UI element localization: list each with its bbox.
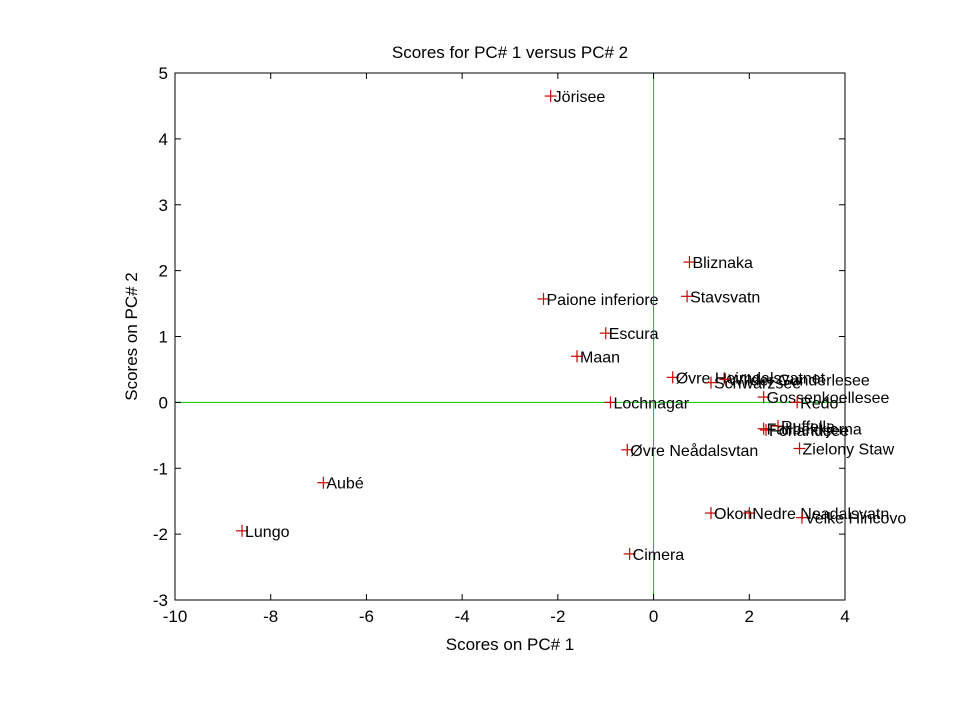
y-tick-label: -1: [153, 459, 168, 478]
data-point: Maan: [571, 349, 620, 366]
data-point: Wilder Gunderlesee: [719, 372, 870, 389]
y-tick-label: 4: [159, 130, 168, 149]
y-tick-label: 3: [159, 196, 168, 215]
x-tick-label: -8: [263, 607, 278, 626]
y-axis-title: Scores on PC# 2: [122, 272, 141, 401]
data-point: Lungo: [236, 524, 290, 541]
point-label: Wilder Gunderlesee: [728, 372, 870, 389]
data-point: Stavsvatn: [681, 289, 760, 306]
point-label: Maan: [580, 349, 620, 366]
point-label: Aubé: [326, 476, 363, 493]
point-label: Cimera: [633, 547, 685, 564]
data-point: Okon: [705, 506, 752, 523]
data-point: Escura: [599, 326, 659, 343]
point-label: Jörisee: [554, 89, 606, 106]
data-point: Schwarzsee: [705, 376, 801, 393]
x-tick-label: 2: [745, 607, 754, 626]
data-point: Fallbekkjerna: [757, 422, 862, 439]
x-tick-label: -4: [455, 607, 470, 626]
data-point: Nedre Neadalsvatn: [743, 506, 889, 523]
data-point: Øvre Neådalsvtan: [621, 442, 758, 460]
point-label: Ruffella: [781, 419, 835, 436]
x-tick-label: -2: [550, 607, 565, 626]
points-layer: Jörisee Bliznaka Stavsvatn Paione inferiore…: [236, 89, 906, 564]
point-label: Bliznaka: [692, 255, 753, 272]
point-label: Lochnagar: [614, 395, 690, 412]
point-label: Okon: [714, 506, 752, 523]
data-point: Ruffella: [772, 419, 835, 436]
y-tick-label: -3: [153, 591, 168, 610]
x-tick-label: 4: [840, 607, 849, 626]
data-point: Zielony Staw: [793, 441, 895, 458]
y-tick-label: 5: [159, 64, 168, 83]
point-label: Stavsvatn: [690, 289, 760, 306]
point-label: Redo: [800, 395, 838, 412]
y-tick-label: 0: [159, 393, 168, 412]
data-point: Bliznaka: [683, 255, 753, 272]
point-label: Zielony Staw: [803, 441, 895, 458]
data-point: Jörisee: [544, 89, 606, 106]
y-tick-label: 1: [159, 328, 168, 347]
data-point: Cimera: [623, 547, 685, 564]
x-tick-label: 0: [649, 607, 658, 626]
point-label: Nedre Neadalsvatn: [752, 506, 889, 523]
y-tick-label: -2: [153, 525, 168, 544]
point-label: Lungo: [245, 524, 290, 541]
point-label: Fallbekkjerna: [767, 422, 862, 439]
data-point: Redo: [791, 395, 838, 412]
point-label: Schwarzsee: [714, 376, 801, 393]
data-point: Velke Hincovo: [795, 511, 906, 528]
data-point: Paione inferiore: [537, 292, 659, 309]
point-label: Escura: [609, 326, 659, 343]
point-label: Øvre Neådalsvtan: [630, 442, 758, 460]
data-point: Lochnagar: [604, 395, 690, 412]
data-point: Aubé: [317, 476, 364, 493]
point-label: Velke Hincovo: [805, 511, 906, 528]
x-tick-label: -6: [359, 607, 374, 626]
chart-title: Scores for PC# 1 versus PC# 2: [392, 43, 628, 62]
reference-lines: [175, 73, 845, 600]
x-tick-label: -10: [163, 607, 188, 626]
data-point: Forlandsee: [760, 423, 849, 440]
point-label: Forlandsee: [769, 423, 849, 440]
point-label: Paione inferiore: [547, 292, 659, 309]
y-tick-label: 2: [159, 262, 168, 281]
x-axis-title: Scores on PC# 1: [446, 635, 575, 654]
